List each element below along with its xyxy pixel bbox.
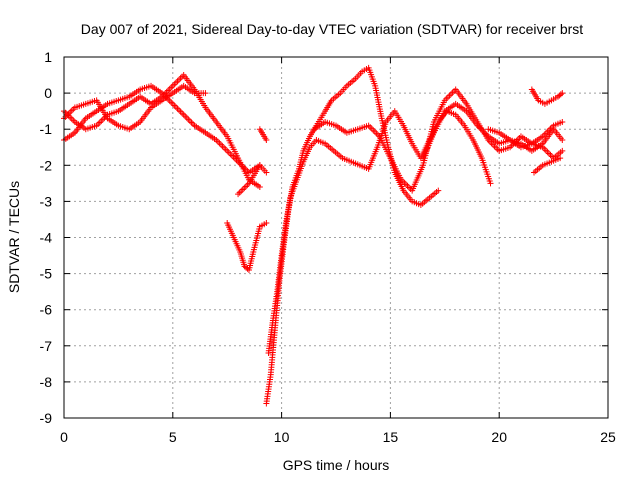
x-tick-label: 10 (274, 429, 290, 445)
data-point (493, 144, 500, 151)
data-point (263, 220, 270, 227)
data-point (169, 82, 176, 89)
chart-title: Day 007 of 2021, Sidereal Day-to-day VTE… (81, 21, 583, 37)
data-point (68, 107, 75, 114)
data-point (179, 110, 186, 117)
data-point (443, 95, 450, 102)
data-point (219, 143, 226, 150)
data-point (557, 91, 564, 98)
data-point (168, 99, 175, 106)
data-point (166, 85, 173, 92)
data-point (559, 147, 566, 154)
data-point (263, 169, 270, 176)
data-point (559, 118, 566, 125)
data-point (225, 149, 232, 156)
y-tick-label: -9 (40, 410, 53, 426)
y-tick-label: -2 (40, 157, 53, 173)
data-point (494, 146, 501, 153)
data-point (238, 188, 245, 195)
data-point (172, 104, 179, 111)
y-axis-label: SDTVAR / TECUs (6, 181, 22, 293)
data-point (182, 113, 189, 120)
data-point (172, 79, 179, 86)
data-point (239, 186, 246, 193)
axes: 10-1-2-3-4-5-6-7-8-90 5 10 15 20 25 (40, 49, 616, 445)
data-point (96, 119, 103, 126)
data-point (177, 75, 184, 82)
data-point (217, 141, 224, 148)
data-point (263, 137, 270, 144)
data-point (435, 187, 442, 194)
data-point (168, 84, 175, 91)
data-point (169, 100, 176, 107)
data-point (171, 102, 178, 109)
data-point (371, 128, 378, 135)
data-point (487, 180, 494, 187)
data-point (241, 184, 248, 191)
x-tick-label: 25 (600, 429, 616, 445)
data-point (449, 89, 456, 96)
data-point (185, 116, 192, 123)
y-tick-label: 0 (44, 85, 52, 101)
data-point (368, 125, 375, 132)
data-point (176, 76, 183, 83)
y-tick-label: -1 (40, 121, 53, 137)
data-point (98, 117, 105, 124)
data-point (190, 121, 197, 128)
data-point (188, 119, 195, 126)
data-point (202, 90, 209, 97)
data-point (244, 181, 251, 188)
x-tick-label: 15 (383, 429, 399, 445)
data-point (174, 105, 181, 112)
data-point (221, 144, 228, 151)
data-point (176, 107, 183, 114)
data-point (256, 183, 263, 190)
data-point (235, 191, 242, 198)
data-point (545, 150, 552, 157)
data-point (186, 117, 193, 124)
data-point (406, 184, 413, 191)
data-point (370, 127, 377, 134)
x-tick-label: 5 (169, 429, 177, 445)
data-point (404, 182, 411, 189)
data-point (174, 78, 181, 85)
data-point (224, 147, 231, 154)
data-point (448, 91, 455, 98)
y-tick-label: -8 (40, 374, 53, 390)
y-tick-label: -7 (40, 338, 53, 354)
data-point (446, 92, 453, 99)
data-point (177, 108, 184, 115)
data-point (242, 183, 249, 190)
data-point (367, 124, 374, 131)
data-point (214, 138, 221, 145)
y-tick-label: -4 (40, 230, 53, 246)
y-tick-label: -5 (40, 266, 53, 282)
data-point (222, 146, 229, 153)
data-point (542, 147, 549, 154)
data-point (68, 115, 75, 122)
data-points (61, 64, 566, 407)
data-point (236, 189, 243, 196)
y-tick-label: -3 (40, 193, 53, 209)
data-point (444, 94, 451, 101)
data-point (559, 137, 566, 144)
x-axis-label: GPS time / hours (283, 457, 390, 473)
data-point (171, 81, 178, 88)
data-point (544, 148, 551, 155)
y-tick-label: -6 (40, 302, 53, 318)
x-tick-label: 0 (60, 429, 68, 445)
data-point (557, 155, 564, 162)
grid (64, 57, 608, 418)
data-point (559, 90, 566, 97)
y-tick-label: 1 (44, 49, 52, 65)
data-point (180, 111, 187, 118)
data-point (183, 114, 190, 121)
data-point (216, 140, 223, 147)
data-point (70, 117, 77, 124)
x-tick-label: 20 (491, 429, 507, 445)
